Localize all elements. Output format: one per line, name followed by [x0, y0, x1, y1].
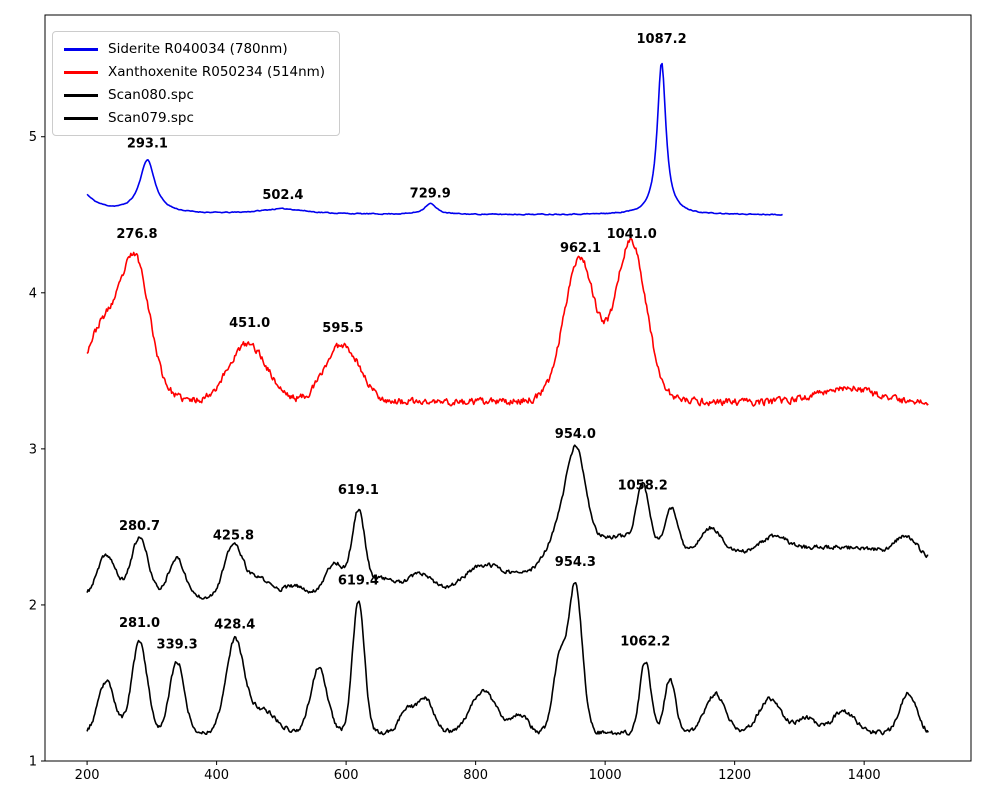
legend-item-label: Scan079.spc — [108, 110, 194, 126]
peak-label: 1041.0 — [607, 227, 657, 242]
series-line-0 — [86, 62, 783, 216]
x-tick-label: 1000 — [589, 768, 622, 783]
peak-label: 276.8 — [116, 227, 157, 242]
peak-label: 280.7 — [119, 519, 160, 534]
peak-label: 619.1 — [338, 483, 379, 498]
series-line-2 — [86, 444, 929, 600]
peak-label: 281.0 — [119, 616, 160, 631]
peak-label: 619.4 — [338, 574, 379, 589]
legend-item-label: Siderite R040034 (780nm) — [108, 41, 288, 57]
legend-item-label: Xanthoxenite R050234 (514nm) — [108, 64, 326, 80]
peak-label: 595.5 — [322, 321, 363, 336]
legend-item-siderite: Siderite R040034 (780nm) — [64, 41, 325, 57]
legend: Siderite R040034 (780nm) Xanthoxenite R0… — [52, 31, 341, 136]
peak-label: 339.3 — [157, 638, 198, 653]
x-tick-label: 200 — [75, 768, 100, 783]
legend-line-swatch — [64, 70, 98, 74]
peak-label: 425.8 — [213, 528, 254, 543]
y-tick-label: 3 — [29, 442, 37, 457]
y-tick-label: 2 — [29, 598, 37, 613]
peak-label: 428.4 — [214, 617, 255, 632]
y-tick-label: 1 — [29, 755, 37, 770]
legend-item-scan079: Scan079.spc — [64, 110, 325, 126]
y-tick-label: 5 — [29, 130, 37, 145]
x-tick-label: 600 — [334, 768, 359, 783]
legend-line-swatch — [64, 93, 98, 97]
x-tick-label: 800 — [463, 768, 488, 783]
peak-label: 293.1 — [127, 137, 168, 152]
x-tick-label: 1400 — [848, 768, 881, 783]
peak-label: 1087.2 — [637, 32, 687, 47]
peak-label: 954.0 — [555, 427, 596, 442]
legend-item-scan080: Scan080.spc — [64, 87, 325, 103]
legend-line-swatch — [64, 47, 98, 51]
peak-label: 954.3 — [555, 555, 596, 570]
peak-label: 1062.2 — [620, 635, 670, 650]
series-line-1 — [86, 237, 929, 407]
peak-label: 962.1 — [560, 241, 601, 256]
y-tick-label: 4 — [29, 286, 37, 301]
legend-item-label: Scan080.spc — [108, 87, 194, 103]
x-tick-label: 1200 — [718, 768, 751, 783]
peak-label: 502.4 — [262, 188, 303, 203]
series-line-3 — [86, 581, 929, 736]
peak-label: 451.0 — [229, 316, 270, 331]
peak-label: 729.9 — [410, 187, 451, 202]
peak-label: 1058.2 — [618, 478, 668, 493]
x-tick-label: 400 — [204, 768, 229, 783]
legend-item-xanthoxenite: Xanthoxenite R050234 (514nm) — [64, 64, 325, 80]
axes-frame — [44, 14, 972, 762]
legend-line-swatch — [64, 116, 98, 120]
